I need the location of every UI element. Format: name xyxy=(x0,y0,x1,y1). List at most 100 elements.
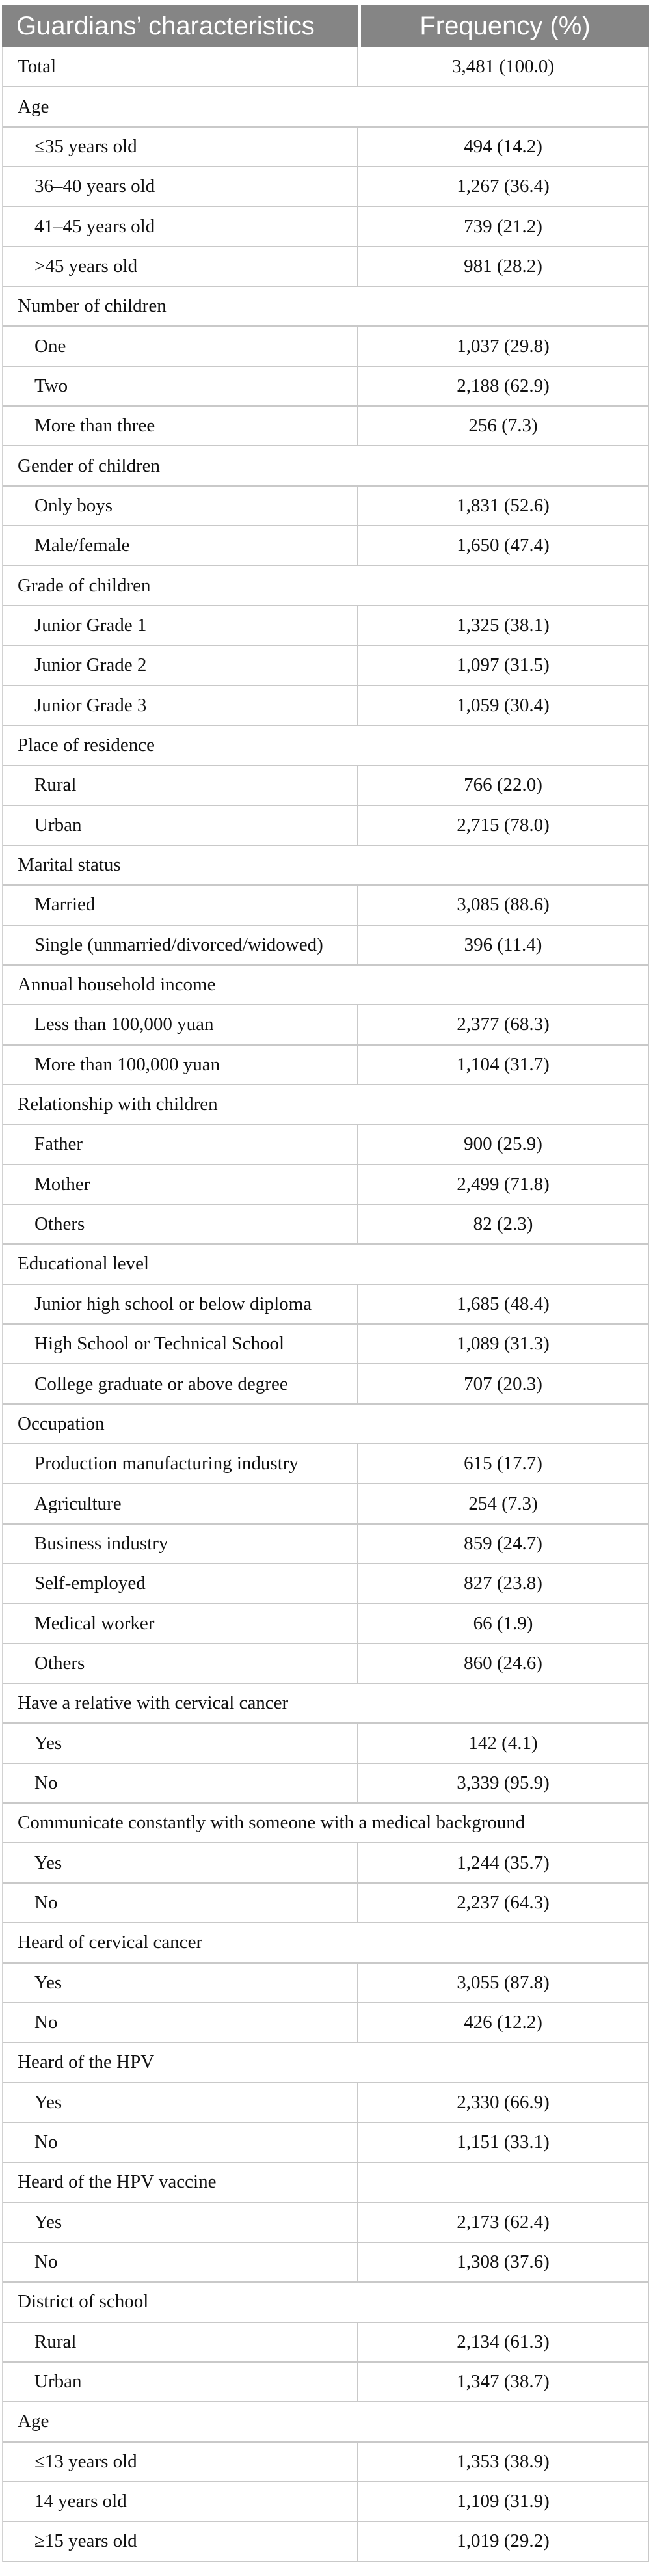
section-row: Heard of the HPV xyxy=(3,2043,648,2083)
row-value: 860 (24.6) xyxy=(464,1652,542,1674)
table-row: High School or Technical School 1,089 (3… xyxy=(3,1325,648,1365)
table-row: One 1,037 (29.8) xyxy=(3,327,648,367)
table-row: No 1,151 (33.1) xyxy=(3,2122,648,2163)
row-value: 1,831 (52.6) xyxy=(457,495,550,516)
table-row: College graduate or above degree 707 (20… xyxy=(3,1364,648,1405)
section-label: Place of residence xyxy=(18,735,155,756)
table-row: Male/female 1,650 (47.4) xyxy=(3,526,648,567)
row-value: 827 (23.8) xyxy=(464,1573,542,1594)
row-value: 981 (28.2) xyxy=(464,255,542,277)
table-row: Business industry 859 (24.7) xyxy=(3,1524,648,1565)
table-row: Two 2,188 (62.9) xyxy=(3,366,648,407)
row-value: 1,104 (31.7) xyxy=(457,1053,550,1075)
table-row: Rural 2,134 (61.3) xyxy=(3,2322,648,2363)
row-value: 615 (17.7) xyxy=(464,1453,542,1474)
row-value: 707 (20.3) xyxy=(464,1373,542,1394)
section-label: Heard of cervical cancer xyxy=(18,1932,203,1953)
table-row: Married 3,085 (88.6) xyxy=(3,886,648,926)
row-value: 2,377 (68.3) xyxy=(457,1014,550,1035)
row-value: 1,267 (36.4) xyxy=(457,176,550,197)
section-label: Age xyxy=(18,96,49,117)
row-value: 1,109 (31.9) xyxy=(457,2491,550,2512)
row-value: 1,089 (31.3) xyxy=(457,1333,550,1355)
row-label: Medical worker xyxy=(3,1604,358,1643)
section-label: Grade of children xyxy=(18,575,151,596)
row-value: 1,347 (38.7) xyxy=(457,2371,550,2393)
section-label: Relationship with children xyxy=(18,1094,218,1115)
row-value: 142 (4.1) xyxy=(468,1732,538,1754)
row-label: Production manufacturing industry xyxy=(3,1444,358,1484)
row-label: More than 100,000 yuan xyxy=(3,1045,358,1084)
row-label: Mother xyxy=(3,1165,358,1204)
table-row: No 3,339 (95.9) xyxy=(3,1763,648,1804)
row-value: 396 (11.4) xyxy=(464,934,542,955)
table-row: Total 3,481 (100.0) xyxy=(3,47,648,88)
row-value: 739 (21.2) xyxy=(464,215,542,237)
table-row: Yes 3,055 (87.8) xyxy=(3,1963,648,2003)
section-label: Heard of the HPV xyxy=(18,2052,155,2073)
row-value: 82 (2.3) xyxy=(473,1213,533,1235)
section-label: Have a relative with cervical cancer xyxy=(18,1692,289,1714)
row-value: 1,019 (29.2) xyxy=(457,2530,550,2552)
section-label: Age xyxy=(18,2411,49,2432)
section-row: Occupation xyxy=(3,1404,648,1445)
row-label: Total xyxy=(3,47,358,87)
table-row: ≤35 years old 494 (14.2) xyxy=(3,127,648,168)
table-row: Junior Grade 2 1,097 (31.5) xyxy=(3,646,648,686)
row-label: Others xyxy=(3,1644,358,1683)
row-value: 2,134 (61.3) xyxy=(457,2331,550,2352)
row-label: Yes xyxy=(3,1843,358,1882)
row-label: No xyxy=(3,2122,358,2162)
table-row: Rural 766 (22.0) xyxy=(3,766,648,806)
table-row: >45 years old 981 (28.2) xyxy=(3,247,648,288)
section-label: Marital status xyxy=(18,854,121,876)
guardians-characteristics-table: Guardians’ characteristics Frequency (%)… xyxy=(2,5,649,2562)
table-row: More than three 256 (7.3) xyxy=(3,407,648,447)
table-row: Others 860 (24.6) xyxy=(3,1644,648,1685)
section-label: Number of children xyxy=(18,295,167,317)
row-label: ≤13 years old xyxy=(3,2442,358,2481)
row-label: No xyxy=(3,1883,358,1923)
section-row: Relationship with children xyxy=(3,1085,648,1126)
row-value: 3,085 (88.6) xyxy=(457,894,550,915)
column-header-characteristics: Guardians’ characteristics xyxy=(2,5,358,47)
row-value: 1,151 (33.1) xyxy=(457,2132,550,2153)
table-row: More than 100,000 yuan 1,104 (31.7) xyxy=(3,1045,648,1085)
section-label: Gender of children xyxy=(18,455,161,476)
row-label: Father xyxy=(3,1125,358,1164)
section-label: Annual household income xyxy=(18,974,216,996)
table-row: Junior Grade 3 1,059 (30.4) xyxy=(3,686,648,726)
row-label: Rural xyxy=(3,2322,358,2361)
row-label: Urban xyxy=(3,2362,358,2402)
row-label: College graduate or above degree xyxy=(3,1364,358,1403)
table-row: Less than 100,000 yuan 2,377 (68.3) xyxy=(3,1005,648,1046)
table-row: ≥15 years old 1,019 (29.2) xyxy=(3,2522,648,2562)
table-header-row: Guardians’ characteristics Frequency (%) xyxy=(2,5,649,47)
section-row: Grade of children xyxy=(3,566,648,606)
section-label: Educational level xyxy=(18,1253,150,1275)
section-row: Educational level xyxy=(3,1245,648,1285)
row-label: Married xyxy=(3,886,358,925)
row-label: Heard of the HPV vaccine xyxy=(3,2163,358,2202)
row-label: ≥15 years old xyxy=(3,2522,358,2561)
row-value: 766 (22.0) xyxy=(464,774,542,796)
table-body: Total 3,481 (100.0) Age ≤35 years old 49… xyxy=(2,47,649,2562)
row-value: 1,308 (37.6) xyxy=(457,2251,550,2273)
row-label: Junior Grade 2 xyxy=(3,646,358,685)
row-label: Agriculture xyxy=(3,1484,358,1523)
section-row: Age xyxy=(3,87,648,128)
row-label: Yes xyxy=(3,2083,358,2122)
row-value: 3,481 (100.0) xyxy=(451,56,555,77)
section-row: Annual household income xyxy=(3,965,648,1006)
row-label: More than three xyxy=(3,407,358,446)
row-value: 1,097 (31.5) xyxy=(457,655,550,676)
table-row: Junior Grade 1 1,325 (38.1) xyxy=(3,606,648,647)
row-label: One xyxy=(3,327,358,366)
table-row: Yes 2,330 (66.9) xyxy=(3,2083,648,2123)
row-label: Yes xyxy=(3,1724,358,1763)
row-label: Less than 100,000 yuan xyxy=(3,1005,358,1044)
row-label: Male/female xyxy=(3,526,358,565)
row-value: 2,330 (66.9) xyxy=(457,2091,550,2113)
row-value: 3,339 (95.9) xyxy=(457,1772,550,1793)
row-label: Junior Grade 1 xyxy=(3,606,358,645)
